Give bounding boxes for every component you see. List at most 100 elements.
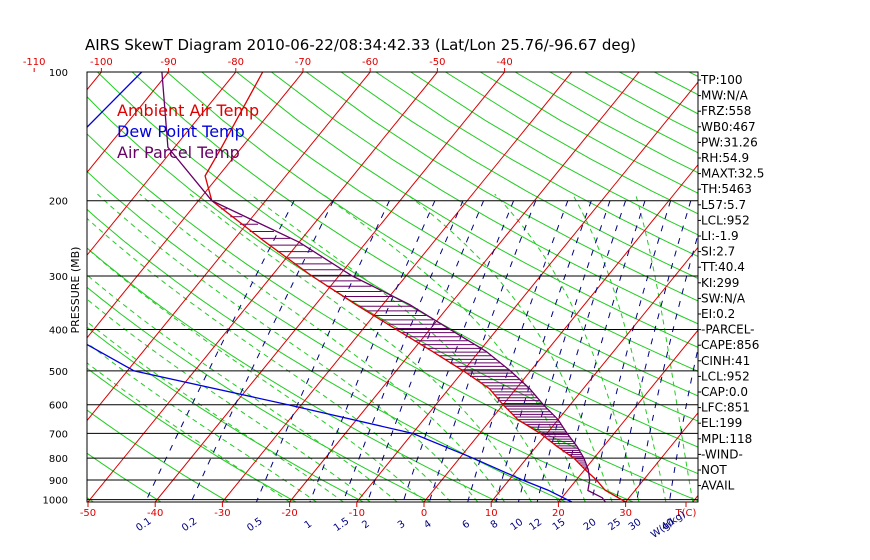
isotherm — [87, 72, 371, 422]
pressure-tick-label: 400 — [49, 325, 68, 336]
mixing-ratio-line — [668, 346, 698, 502]
index-label: CINH:41 — [701, 354, 750, 368]
isobars — [87, 200, 698, 501]
mixing-ratio-line — [309, 200, 436, 502]
index-label: WB0:467 — [701, 120, 756, 134]
index-label: CAPE:856 — [701, 338, 759, 352]
pressure-tick-label: 1000 — [43, 496, 68, 507]
dry-adiabat — [87, 452, 162, 502]
top-temp-label: -60 — [362, 57, 378, 68]
mixing-ratio-line — [560, 200, 646, 502]
dry-adiabat — [201, 72, 698, 372]
moist-adiabat — [406, 193, 613, 502]
moist-adiabat — [249, 193, 559, 502]
mixing-ratio-label: 15 — [551, 517, 568, 533]
dry-adiabat — [340, 72, 698, 279]
mixing-ratio-label: 25 — [606, 517, 623, 533]
index-label: TH:5463 — [700, 182, 752, 196]
mixing-ratio-label: 20 — [582, 517, 599, 533]
moist-adiabat — [87, 321, 344, 502]
mixing-ratio-line — [467, 200, 569, 502]
index-label: NOT — [701, 463, 727, 477]
dry-adiabat — [97, 72, 698, 448]
bottom-temp-label: T(C) — [675, 508, 697, 519]
top-temp-label: -80 — [228, 57, 244, 68]
index-label: CAP:0.0 — [701, 385, 748, 399]
moist-adiabat — [87, 247, 425, 502]
moist-adiabat — [139, 193, 506, 502]
index-label: LFC:851 — [701, 401, 750, 415]
mixing-ratio-label: 4 — [422, 519, 434, 532]
index-label: LI:-1.9 — [701, 229, 739, 243]
legend-entry: Ambient Air Temp — [117, 101, 259, 120]
index-label: RH:54.9 — [701, 151, 749, 165]
profiles — [87, 72, 626, 502]
pressure-tick-label: 600 — [49, 401, 68, 412]
dry-adiabat — [166, 72, 698, 397]
pressure-tick-label: 300 — [49, 272, 68, 283]
mixing-ratio-line — [144, 200, 295, 502]
index-label: -WIND- — [701, 447, 743, 461]
index-label: MW:N/A — [701, 89, 749, 103]
moist-adiabat — [87, 362, 290, 502]
index-label: L57:5.7 — [701, 198, 746, 212]
top-temp-label: -40 — [496, 57, 512, 68]
mixing-ratio-line — [536, 200, 627, 502]
moist-adiabat — [572, 193, 667, 502]
top-temp-label: -110 — [23, 57, 46, 68]
dry-adiabat — [87, 133, 698, 502]
moist-adiabat — [322, 193, 586, 502]
isotherm — [87, 72, 304, 339]
pressure-tick-label: 700 — [49, 429, 68, 440]
dry-adiabat — [306, 72, 698, 302]
bottom-temp-label: -10 — [349, 508, 365, 519]
dry-adiabat — [87, 96, 698, 475]
legend-entry: Air Parcel Temp — [117, 143, 240, 162]
dry-adiabat — [87, 409, 229, 502]
pressure-tick-label: 900 — [49, 476, 68, 487]
index-label: KI:299 — [701, 276, 739, 290]
mixing-ratio-label: 8 — [489, 519, 501, 532]
dry-adiabat — [131, 72, 698, 422]
profile-line — [204, 72, 626, 502]
mixing-ratio-line — [255, 200, 390, 502]
mixing-ratio-line — [495, 200, 592, 502]
index-label: EI:0.2 — [701, 307, 735, 321]
isotherm — [760, 72, 870, 502]
index-label: FRZ:558 — [701, 104, 751, 118]
bottom-temp-label: 20 — [552, 508, 565, 519]
legend-entry: Dew Point Temp — [117, 122, 245, 141]
mixing-ratio-label: 0.2 — [180, 516, 199, 534]
mixing-ratio-label: 3 — [396, 519, 408, 532]
pressure-tick-label: 100 — [49, 68, 68, 79]
isotherm — [490, 246, 698, 502]
mixing-ratio-label: W(g/kg) — [649, 509, 688, 541]
isotherm — [87, 72, 169, 174]
moist-adiabat — [97, 193, 479, 502]
top-temp-label: -100 — [90, 57, 113, 68]
dry-adiabat — [445, 72, 698, 215]
dry-adiabat — [271, 72, 698, 325]
dry-adiabat — [0, 72, 26, 502]
index-label: MPL:118 — [701, 432, 752, 446]
bottom-temp-label: -30 — [214, 508, 230, 519]
moist-adiabat — [87, 217, 452, 502]
dry-adiabat — [87, 208, 566, 502]
y-axis-label: PRESSURE (MB) — [69, 247, 82, 334]
parcel-hatching — [220, 208, 589, 470]
bottom-temp-label: 0 — [421, 508, 427, 519]
mixing-ratio-label: 1 — [303, 519, 315, 532]
index-label: LCL:952 — [701, 213, 750, 227]
profile-line — [87, 72, 573, 502]
isotherm — [0, 72, 34, 502]
top-temp-label: -90 — [160, 57, 176, 68]
mixing-ratio-label: 10 — [509, 517, 526, 533]
moist-adiabat — [189, 193, 532, 502]
mixing-ratio-line — [636, 232, 698, 502]
mixing-ratio-label: 2 — [360, 519, 372, 532]
index-label: -PARCEL- — [701, 323, 755, 337]
dry-adiabat — [87, 247, 499, 502]
isotherm — [87, 72, 438, 502]
mixing-ratio-label: 6 — [461, 519, 473, 532]
